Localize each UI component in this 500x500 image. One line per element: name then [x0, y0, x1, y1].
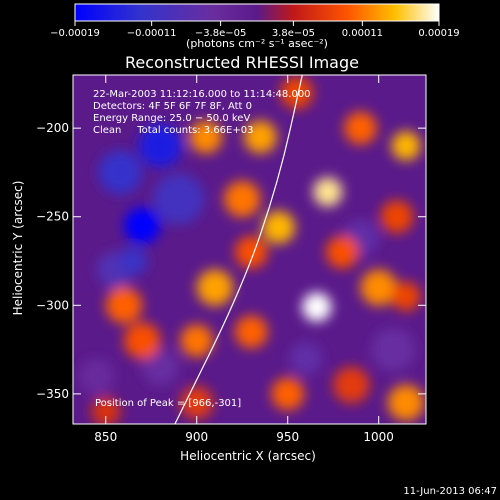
intensity-source	[391, 131, 421, 161]
annotation-detectors: Detectors: 4F 5F 6F 7F 8F, Att 0	[93, 101, 252, 112]
intensity-source	[271, 377, 305, 411]
intensity-source	[380, 200, 414, 234]
intensity-source	[142, 349, 179, 386]
intensity-source	[105, 287, 143, 324]
intensity-source	[234, 235, 268, 269]
intensity-source	[302, 292, 332, 322]
intensity-source	[189, 120, 223, 154]
annotation-energy: Energy Range: 25.0 − 50.0 keV	[93, 113, 250, 124]
y-axis-label: Heliocentric Y (arcsec)	[11, 181, 25, 316]
intensity-source	[391, 281, 421, 312]
colorbar-unit-label: (photons cm⁻² s⁻¹ asec⁻²)	[186, 37, 328, 50]
solar-limb-curve	[174, 75, 303, 424]
x-tick-label: 1000	[363, 430, 394, 444]
intensity-source	[360, 269, 397, 306]
footer-date: 11-Jun-2013 06:47	[403, 486, 497, 497]
x-tick-label: 900	[185, 430, 208, 444]
intensity-source	[262, 210, 295, 244]
intensity-source	[123, 322, 161, 359]
intensity-source	[333, 366, 370, 404]
intensity-source	[123, 207, 161, 244]
x-tick-label: 950	[276, 430, 299, 444]
colorbar	[74, 3, 440, 22]
intensity-source	[325, 235, 359, 269]
annotation-clean: Clean Total counts: 3.66E+03	[93, 125, 253, 136]
colorbar-tick-label: 3.8e−05	[272, 28, 315, 39]
colorbar-tick-label: 0.00011	[342, 28, 383, 39]
colorbar-ticks: −0.00019 −0.00011 −3.8e−05 3.8e−05 0.00011 0.…	[50, 21, 460, 39]
intensity-source	[313, 177, 343, 207]
intensity-source	[344, 111, 377, 145]
intensity-source	[371, 327, 416, 372]
y-tick-label: −250	[36, 210, 69, 224]
intensity-source	[153, 173, 205, 225]
y-tick-label: −300	[36, 298, 69, 312]
axis-ticks: 850 900 950 1000 −200 −250 −300 −350	[36, 75, 426, 444]
colorbar-tick-label: −0.00019	[50, 28, 100, 39]
x-axis-label: Heliocentric X (arcsec)	[180, 449, 316, 463]
intensity-source	[91, 397, 121, 424]
y-tick-label: −350	[36, 387, 69, 401]
intensity-source	[387, 384, 425, 421]
intensity-source	[138, 124, 183, 168]
intensity-source	[118, 246, 148, 276]
annotation-time: 22-Mar-2003 11:12:16.000 to 11:14:48.000	[93, 89, 311, 100]
y-tick-label: −200	[36, 121, 69, 135]
intensity-source	[244, 120, 277, 154]
plot-frame	[72, 74, 427, 425]
colorbar-tick-label: 0.00019	[418, 28, 459, 39]
intensity-source	[289, 342, 323, 375]
intensity-source	[234, 315, 268, 349]
colorbar-tick-label: −3.8e−05	[195, 28, 247, 39]
intensity-source	[98, 150, 143, 195]
chart-title: Reconstructed RHESSI Image	[125, 53, 359, 72]
intensity-source	[180, 324, 214, 358]
intensity-source	[78, 357, 115, 395]
x-tick-label: 850	[94, 430, 117, 444]
intensity-field	[78, 76, 425, 424]
intensity-source	[180, 386, 214, 420]
colorbar-tick-label: −0.00011	[127, 28, 177, 39]
annotation-peak: Position of Peak = [966,-301]	[95, 398, 241, 409]
intensity-source	[224, 180, 261, 218]
intensity-source	[280, 76, 314, 110]
intensity-source	[196, 269, 234, 306]
